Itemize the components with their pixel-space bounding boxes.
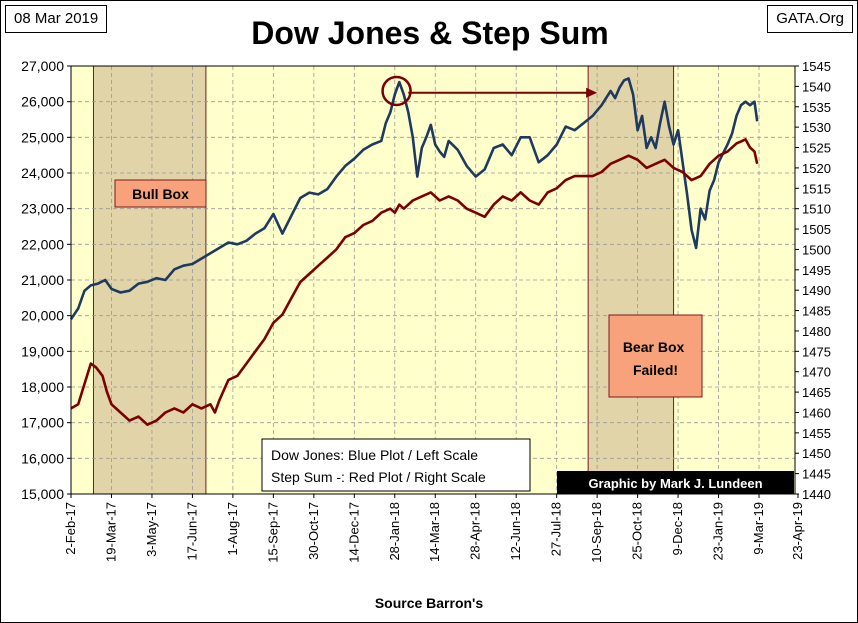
left-tick-label: 19,000 — [21, 343, 64, 359]
x-tick-label: 25-Oct-18 — [630, 502, 645, 560]
right-tick-label: 1520 — [802, 161, 831, 176]
right-tick-label: 1505 — [802, 222, 831, 237]
right-tick-label: 1440 — [802, 487, 831, 502]
x-tick-label: 14-Mar-18 — [427, 502, 442, 562]
right-tick-label: 1470 — [802, 365, 831, 380]
right-tick-label: 1525 — [802, 141, 831, 156]
credit-text: Graphic by Mark J. Lundeen — [588, 476, 762, 491]
left-tick-label: 26,000 — [21, 94, 64, 110]
bear-box-line1: Bear Box — [623, 339, 685, 355]
legend: Dow Jones: Blue Plot / Left Scale Step S… — [261, 438, 531, 492]
x-tick-label: 1-Aug-17 — [225, 502, 240, 555]
right-tick-label: 1500 — [802, 242, 831, 257]
left-tick-label: 16,000 — [21, 450, 64, 466]
right-tick-label: 1475 — [802, 344, 831, 359]
left-tick-label: 27,000 — [21, 58, 64, 74]
series-lines — [69, 77, 759, 427]
legend-dow: Dow Jones: Blue Plot / Left Scale — [271, 447, 478, 463]
right-tick-label: 1515 — [802, 181, 831, 196]
left-tick-label: 20,000 — [21, 308, 64, 324]
left-tick-label: 21,000 — [21, 272, 64, 288]
right-tick-label: 1530 — [802, 120, 831, 135]
chart-title: Dow Jones & Step Sum — [251, 15, 609, 51]
dow-jones-line — [69, 77, 759, 320]
x-tick-label: 9-Dec-18 — [670, 502, 685, 555]
x-tick-label: 27-Jul-18 — [549, 502, 564, 556]
x-tick-label: 9-Mar-19 — [751, 502, 766, 555]
x-axis-title: Source Barron's — [375, 595, 484, 611]
right-tick-label: 1495 — [802, 263, 831, 278]
bear-box-text-line1: Bear Box Failed! — [623, 339, 688, 378]
x-tick-label: 10-Sep-18 — [589, 502, 604, 563]
left-tick-label: 15,000 — [21, 486, 64, 502]
right-tick-label: 1510 — [802, 202, 831, 217]
left-tick-label: 24,000 — [21, 165, 64, 181]
annotations — [381, 75, 598, 107]
axes: 15,000 16,000 17,000 18,000 19,000 20,000 21,0… — [21, 58, 831, 563]
x-tick-label: 23-Apr-19 — [790, 502, 805, 560]
x-tick-label: 19-Mar-17 — [103, 502, 118, 562]
left-tick-label: 25,000 — [21, 129, 64, 145]
x-tick-label: 30-Oct-17 — [306, 502, 321, 560]
x-tick-label: 3-May-17 — [144, 502, 159, 557]
bear-box-label: Bear Box Failed! — [608, 314, 703, 398]
right-tick-label: 1480 — [802, 324, 831, 339]
right-tick-label: 1450 — [802, 446, 831, 461]
x-tick-label: 15-Sep-17 — [265, 502, 280, 563]
right-tick-label: 1460 — [802, 405, 831, 420]
left-tick-label: 17,000 — [21, 415, 64, 431]
x-tick-label: 17-Jun-17 — [184, 502, 199, 561]
x-tick-label: 28-Jan-18 — [387, 502, 402, 561]
right-tick-label: 1445 — [802, 467, 831, 482]
credit-box: Graphic by Mark J. Lundeen — [557, 471, 794, 494]
left-tick-label: 18,000 — [21, 379, 64, 395]
bull-box-label: Bull Box — [114, 179, 207, 208]
peak-circle — [381, 75, 412, 107]
arrow-head — [586, 87, 598, 98]
x-tick-label: 14-Dec-17 — [346, 502, 361, 563]
left-tick-label: 23,000 — [21, 201, 64, 217]
right-tick-label: 1490 — [802, 283, 831, 298]
x-tick-label: 23-Jan-19 — [711, 502, 726, 561]
left-tick-label: 22,000 — [21, 236, 64, 252]
bear-box-line2: Failed! — [633, 362, 678, 378]
right-tick-label: 1455 — [802, 426, 831, 441]
step-sum-line — [70, 138, 759, 427]
right-tick-label: 1485 — [802, 304, 831, 319]
date-label: 08 Mar 2019 — [5, 5, 108, 33]
brand-label: GATA.Org — [767, 5, 853, 33]
x-tick-label: 12-Jun-18 — [508, 502, 523, 561]
right-tick-label: 1540 — [802, 79, 831, 94]
x-tick-label: 2-Feb-17 — [63, 502, 78, 555]
right-tick-label: 1545 — [802, 59, 831, 74]
legend-step: Step Sum -: Red Plot / Right Scale — [271, 469, 486, 485]
right-tick-label: 1465 — [802, 385, 831, 400]
right-tick-label: 1535 — [802, 100, 831, 115]
x-tick-label: 28-Apr-18 — [468, 502, 483, 560]
bull-box-text: Bull Box — [132, 186, 189, 202]
